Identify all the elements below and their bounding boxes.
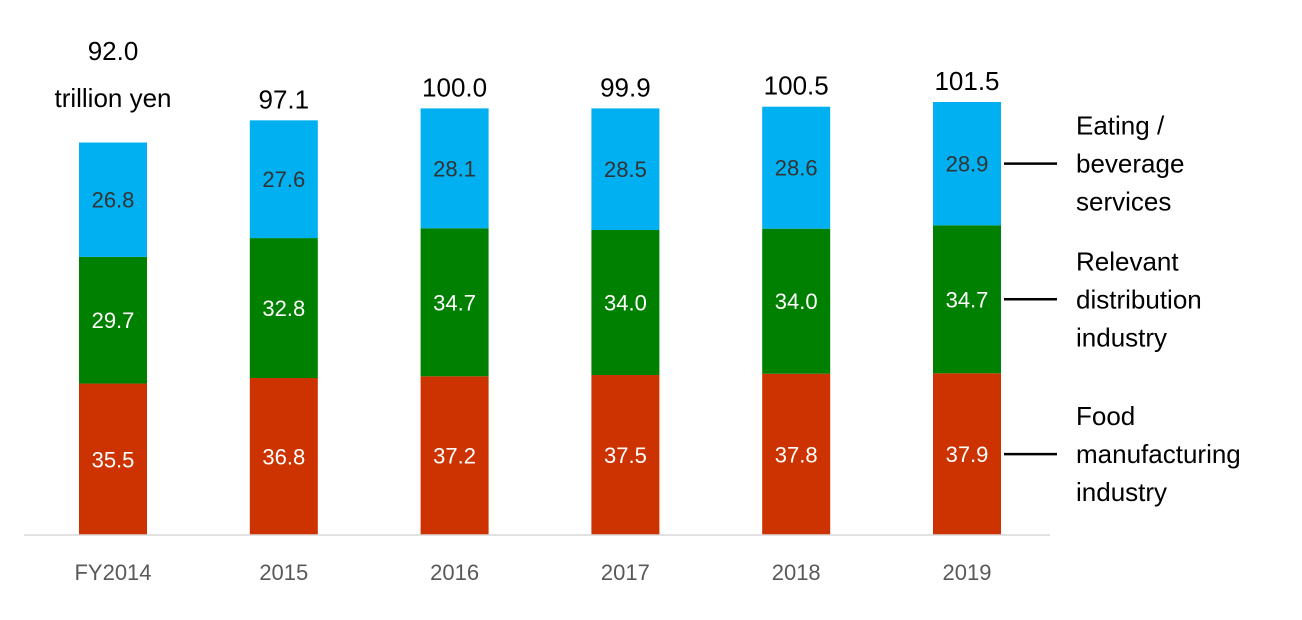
bar-segment <box>762 228 831 374</box>
bar-segment <box>249 120 318 239</box>
value-label: 32.8 <box>262 296 305 321</box>
legend-entry: manufacturing <box>1076 439 1241 469</box>
legend-entry: industry <box>1076 322 1167 352</box>
value-label: 36.8 <box>262 445 305 470</box>
bar-segment <box>591 229 660 376</box>
value-label: 34.7 <box>433 290 476 315</box>
x-tick-labels: FY2014 2015 2016 2017 2018 2019 <box>74 560 991 585</box>
bar-segment <box>762 106 831 229</box>
x-tick-label: 2015 <box>259 560 308 585</box>
value-label: 34.0 <box>775 289 818 314</box>
total-label: 100.5 <box>764 71 829 101</box>
value-label: 37.9 <box>946 442 989 467</box>
bars-group <box>79 102 1001 535</box>
total-label: 101.5 <box>934 66 999 96</box>
bar-segment <box>79 142 147 257</box>
bar-segment <box>420 376 489 535</box>
legend-entry: distribution <box>1076 284 1202 314</box>
legend-entry: industry <box>1076 477 1167 507</box>
x-tick-label: 2016 <box>430 560 479 585</box>
value-label: 27.6 <box>262 167 305 192</box>
bar-segment <box>933 225 1001 374</box>
value-label: 29.7 <box>92 308 135 333</box>
x-tick-label: 2017 <box>601 560 650 585</box>
value-label: 34.7 <box>946 287 989 312</box>
total-label: 97.1 <box>258 84 309 114</box>
value-label: 28.5 <box>604 157 647 182</box>
value-label: 34.0 <box>604 291 647 316</box>
bar-segment <box>933 102 1001 226</box>
value-label: 37.8 <box>775 442 818 467</box>
value-label: 37.5 <box>604 443 647 468</box>
x-tick-label: FY2014 <box>74 560 151 585</box>
labels-group: 35.5 29.7 26.8 36.8 32.8 27.6 37.2 34.7 28.1 37.5… <box>54 36 999 472</box>
bar-segment <box>249 238 318 379</box>
bar-segment <box>249 378 318 535</box>
value-label: 28.1 <box>433 156 476 181</box>
x-tick-label: 2018 <box>772 560 821 585</box>
value-label: 35.5 <box>92 447 135 472</box>
total-unit-label: trillion yen <box>54 83 171 113</box>
value-label: 28.6 <box>775 156 818 181</box>
bar-segment <box>79 383 147 535</box>
total-label: 92.0 <box>88 36 139 66</box>
bar-segment <box>420 108 489 229</box>
bar-segment <box>79 256 147 384</box>
legend-entry: services <box>1076 187 1171 217</box>
legend-entry: Eating / <box>1076 111 1165 141</box>
legend-entry: Food <box>1076 401 1135 431</box>
legend-entry: beverage <box>1076 149 1184 179</box>
value-label: 26.8 <box>92 188 135 213</box>
total-label: 99.9 <box>600 72 651 102</box>
bar-segment <box>420 228 489 377</box>
bar-segment <box>591 375 660 535</box>
value-label: 37.2 <box>433 444 476 469</box>
bar-segment <box>762 373 831 535</box>
bar-segment <box>933 373 1001 535</box>
bar-segment <box>591 108 660 230</box>
value-label: 28.9 <box>946 152 989 177</box>
x-tick-label: 2019 <box>943 560 992 585</box>
total-label: 100.0 <box>422 72 487 102</box>
legend: Food manufacturing industry Relevant distrib… <box>1004 111 1241 507</box>
legend-entry: Relevant <box>1076 246 1179 276</box>
